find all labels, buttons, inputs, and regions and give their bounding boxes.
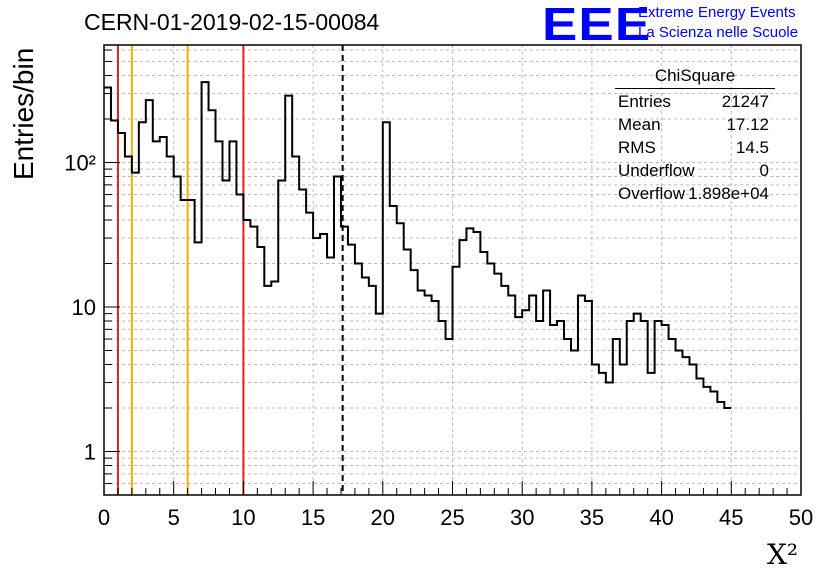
stat-value: 14.5 — [735, 138, 769, 157]
stat-value: 17.12 — [726, 115, 769, 134]
stat-value: 21247 — [721, 92, 769, 111]
x-tick-label: 25 — [440, 505, 464, 530]
stat-row-entries: Entries 21247 — [612, 90, 777, 113]
stat-name: Overflow — [618, 184, 686, 203]
x-tick-label: 0 — [98, 505, 110, 530]
y-axis-label: Entries/bin — [8, 47, 39, 180]
stat-name: Underflow — [618, 161, 695, 180]
stat-row-mean: Mean 17.12 — [612, 113, 777, 136]
x-tick-label: 40 — [649, 505, 673, 530]
stat-value: 0 — [759, 161, 769, 180]
x-axis-label: X² — [767, 538, 799, 571]
x-tick-label: 45 — [719, 505, 743, 530]
stat-row-underflow: Underflow 0 — [612, 159, 777, 182]
eee-logo: EEE — [542, 0, 652, 50]
y-tick-label: 10² — [64, 150, 96, 175]
stats-box: ChiSquare Entries 21247 Mean 17.12 RMS 1… — [612, 66, 777, 205]
x-tick-label: 30 — [510, 505, 534, 530]
y-tick-label: 1 — [84, 439, 96, 464]
logo-line-1: Extreme Energy Events — [638, 4, 796, 21]
histogram-outline — [104, 81, 732, 409]
stat-name: Entries — [618, 92, 671, 111]
stat-name: Mean — [618, 115, 661, 134]
x-tick-label: 10 — [231, 505, 255, 530]
chart-title: CERN-01-2019-02-15-00084 — [84, 9, 380, 35]
x-tick-label: 15 — [301, 505, 325, 530]
logo-line-2: La Scienza nelle Scuole — [638, 24, 799, 41]
stat-row-overflow: Overflow 1.898e+04 — [612, 182, 777, 205]
stat-value: 1.898e+04 — [688, 184, 769, 203]
stats-title: ChiSquare — [615, 66, 775, 89]
x-tick-label: 5 — [168, 505, 180, 530]
stat-row-rms: RMS 14.5 — [612, 136, 777, 159]
stat-name: RMS — [618, 138, 656, 157]
y-tick-label: 10 — [72, 295, 96, 320]
x-tick-label: 20 — [371, 505, 395, 530]
x-tick-label: 50 — [789, 505, 813, 530]
x-tick-label: 35 — [580, 505, 604, 530]
